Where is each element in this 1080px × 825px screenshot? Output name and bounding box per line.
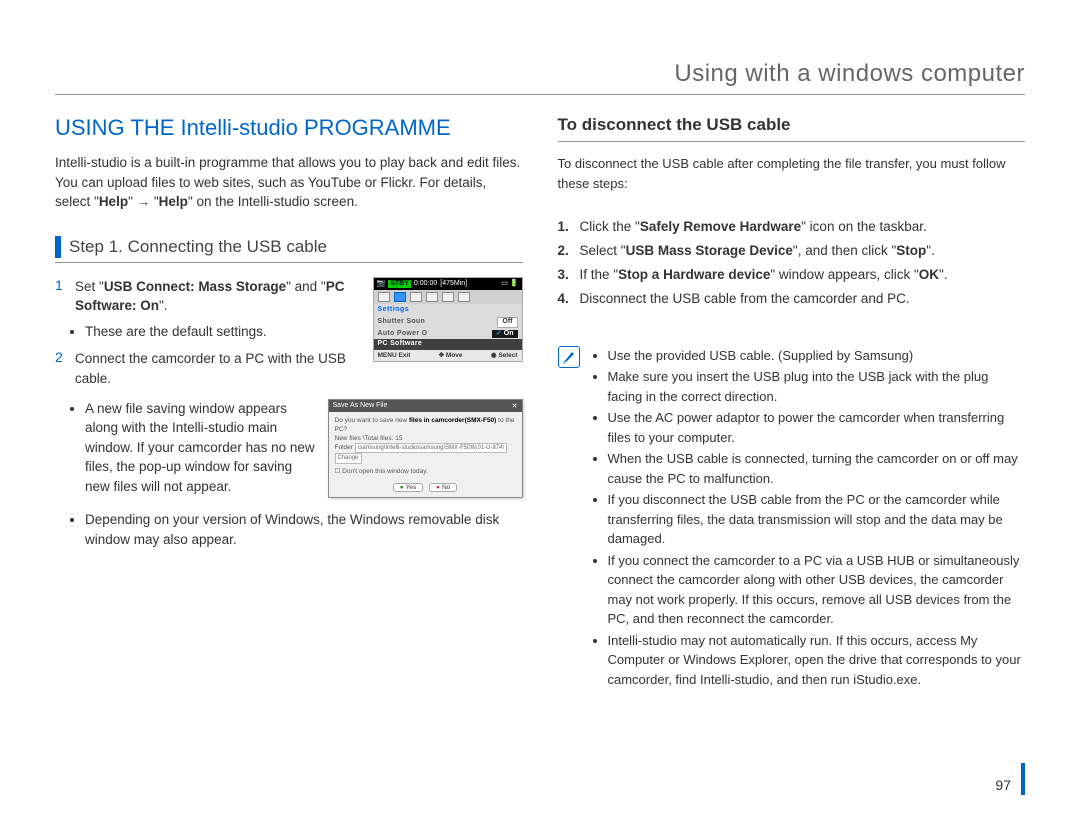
lcd-pc-software: PC Software [374, 339, 522, 349]
dialog-title: Save As New File [333, 402, 388, 410]
dialog-no-btn: No [429, 483, 457, 492]
ol-item: Select "USB Mass Storage Device", and th… [580, 241, 1026, 262]
dialog-path: \samsung\Intelli-studio\samsung\SMX-F50W… [355, 443, 507, 453]
note-item: Make sure you insert the USB plug into t… [608, 367, 1026, 406]
lcd-time: 0:00:00 [414, 280, 437, 288]
intro-help-1: Help [99, 194, 128, 209]
note-item: Use the AC power adaptor to power the ca… [608, 408, 1026, 447]
note-item: Use the provided USB cable. (Supplied by… [608, 346, 1026, 366]
disconnect-steps: Click the "Safely Remove Hardware" icon … [558, 217, 1026, 310]
camcorder-lcd-mock: 📷 STBY 0:00:00 [475Min] ▭ 🔋 Settings Shu… [373, 277, 523, 363]
content-columns: USING THE Intelli-studio PROGRAMME Intel… [55, 115, 1025, 691]
lcd-stby: STBY [388, 280, 411, 288]
ol-item: Click the "Safely Remove Hardware" icon … [580, 217, 1026, 238]
note-list: Use the provided USB cable. (Supplied by… [590, 346, 1026, 692]
note-item: If you connect the camcorder to a PC via… [608, 551, 1026, 629]
page-number: 97 [995, 763, 1025, 795]
step-heading-text: Step 1. Connecting the USB cable [69, 237, 327, 257]
lcd-row-value: On [492, 330, 518, 338]
ol-item: If the "Stop a Hardware device" window a… [580, 265, 1026, 286]
bullet-item: Depending on your version of Windows, th… [85, 510, 523, 549]
disconnect-heading: To disconnect the USB cable [558, 115, 1026, 142]
lcd-remain: [475Min] [440, 280, 467, 288]
note-block: Use the provided USB cable. (Supplied by… [558, 346, 1026, 692]
ol-item: Disconnect the USB cable from the camcor… [580, 289, 1026, 310]
step-number: 2 [55, 349, 69, 365]
lcd-row-value: Off [497, 317, 517, 327]
lcd-bottom-hints: MENU Exit ✥ Move ◉ Select [374, 350, 522, 362]
close-icon: ✕ [512, 402, 518, 410]
note-item: When the USB cable is connected, turning… [608, 449, 1026, 488]
step-1-text: Set "USB Connect: Mass Storage" and "PC … [75, 277, 363, 316]
step-2-text: Connect the camcorder to a PC with the U… [75, 349, 363, 388]
page-header: Using with a windows computer [55, 60, 1025, 95]
right-column: To disconnect the USB cable To disconnec… [558, 115, 1026, 691]
lcd-row-label: Auto Power O [378, 330, 488, 338]
intro-help-2: Help [159, 194, 188, 209]
left-column: USING THE Intelli-studio PROGRAMME Intel… [55, 115, 523, 691]
bullet-item: A new file saving window appears along w… [85, 399, 318, 497]
intro-paragraph: Intelli-studio is a built-in programme t… [55, 153, 523, 212]
disconnect-intro: To disconnect the USB cable after comple… [558, 154, 1026, 193]
arrow-icon: → [137, 194, 151, 209]
bullet-item: These are the default settings. [85, 322, 363, 342]
step-2-bullets: A new file saving window appears along w… [55, 399, 318, 499]
step-1-bullets: These are the default settings. [55, 322, 363, 342]
lcd-row-label: Shutter Soun [378, 318, 494, 326]
note-item: If you disconnect the USB cable from the… [608, 490, 1026, 549]
step-1-block: 1 Set "USB Connect: Mass Storage" and "P… [55, 277, 523, 395]
step-heading: Step 1. Connecting the USB cable [55, 236, 523, 263]
step-2-bullets-cont: Depending on your version of Windows, th… [55, 510, 523, 549]
dialog-change-btn: Change [335, 453, 362, 463]
dialog-yes-btn: Yes [393, 483, 424, 492]
save-dialog-mock: Save As New File ✕ Do you want to save n… [328, 399, 523, 498]
lcd-settings-label: Settings [374, 304, 522, 316]
lcd-tab-icons [374, 290, 522, 304]
main-title: USING THE Intelli-studio PROGRAMME [55, 115, 523, 141]
step-number: 1 [55, 277, 69, 293]
note-item: Intelli-studio may not automatically run… [608, 631, 1026, 690]
step-2-block: A new file saving window appears along w… [55, 399, 523, 507]
note-icon [558, 346, 580, 368]
